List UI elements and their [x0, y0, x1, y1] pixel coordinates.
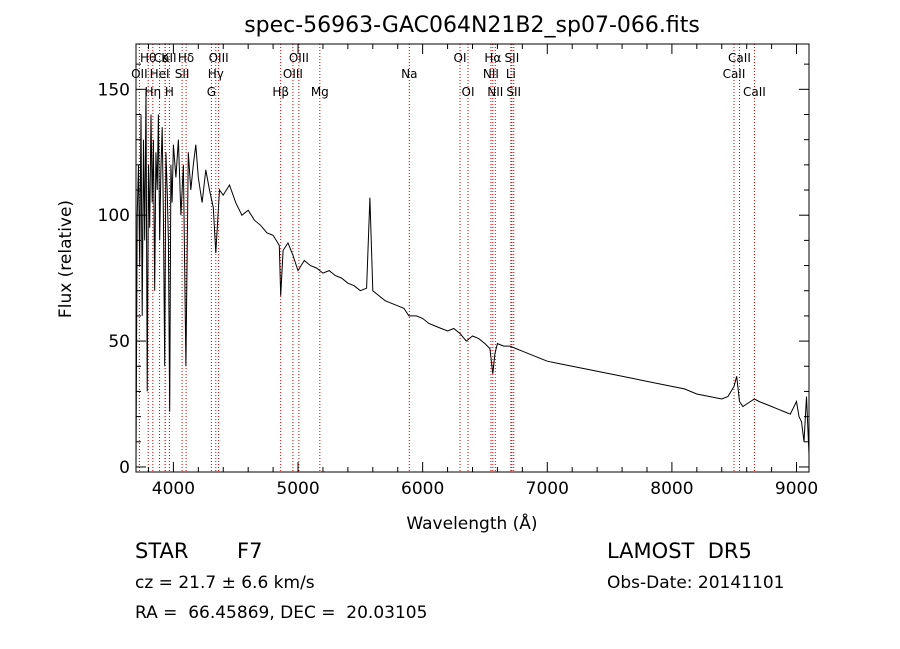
spectral-line-label: OIII [289, 51, 309, 65]
spectral-line-label: SII [505, 51, 520, 65]
y-tick-label: 150 [98, 80, 130, 100]
y-tick-label: 100 [98, 206, 130, 226]
spectral-line-label: G [207, 85, 216, 99]
spectral-line-label: OIII [283, 67, 303, 81]
spectral-line-label: SII [506, 85, 521, 99]
spectral-line-label: Hθ [140, 51, 156, 65]
spectral-line-label: H [165, 85, 174, 99]
y-axis-label: Flux (relative) [56, 200, 76, 318]
chart-title: spec-56963-GAC064N21B2_sp07-066.fits [244, 13, 700, 38]
spectrum-line [135, 89, 810, 468]
spectral-line-label: CaII [723, 67, 746, 81]
x-tick-label: 4000 [152, 479, 195, 499]
coordinates: RA = 66.45869, DEC = 20.03105 [135, 603, 428, 623]
survey-name: LAMOST DR5 [607, 539, 752, 563]
y-tick-label: 0 [119, 458, 130, 478]
x-tick-label: 9000 [775, 479, 818, 499]
spectral-line-label: Hη [145, 85, 162, 99]
obs-date: Obs-Date: 20141101 [607, 573, 785, 593]
spectral-line-label: OI [462, 85, 475, 99]
spectral-line-label: Mg [311, 85, 329, 99]
x-axis: 4000 5000 6000 7000 8000 9000 [147, 44, 818, 499]
spectral-line-label: Hγ [208, 67, 224, 81]
spectral-line-label: NII [487, 85, 503, 99]
spectral-line-label: Hδ [178, 51, 194, 65]
x-axis-label: Wavelength (Å) [406, 512, 537, 534]
object-subclass: F7 [237, 539, 263, 563]
spectral-line-label: NII [483, 67, 499, 81]
spectral-line-label: Hα [484, 51, 501, 65]
velocity-readout: cz = 21.7 ± 6.6 km/s [135, 573, 315, 593]
spectral-line-label: CaII [728, 51, 751, 65]
spectral-line-label: CaII [154, 51, 177, 65]
x-tick-label: 5000 [276, 479, 319, 499]
spectral-line-label: HeI [150, 67, 170, 81]
spectral-line-label: OI [454, 51, 467, 65]
spectral-line-label: OII [131, 67, 148, 81]
spectral-line-label: Na [401, 67, 417, 81]
spectral-line-label: OIII [209, 51, 229, 65]
spectral-line-markers [138, 44, 755, 472]
plot-frame [135, 43, 810, 473]
y-tick-label: 50 [108, 332, 130, 352]
spectral-line-label: SII [175, 67, 190, 81]
x-tick-label: 6000 [401, 479, 444, 499]
spectral-line-label: Hβ [272, 85, 289, 99]
object-class: STAR [135, 539, 189, 563]
x-tick-label: 7000 [526, 479, 569, 499]
y-axis: 0 50 100 150 [98, 63, 809, 478]
x-tick-label: 8000 [650, 479, 693, 499]
spectral-line-label: Li [506, 67, 516, 81]
spectral-line-label: CaII [743, 85, 766, 99]
spectral-line-label: K [161, 51, 170, 65]
